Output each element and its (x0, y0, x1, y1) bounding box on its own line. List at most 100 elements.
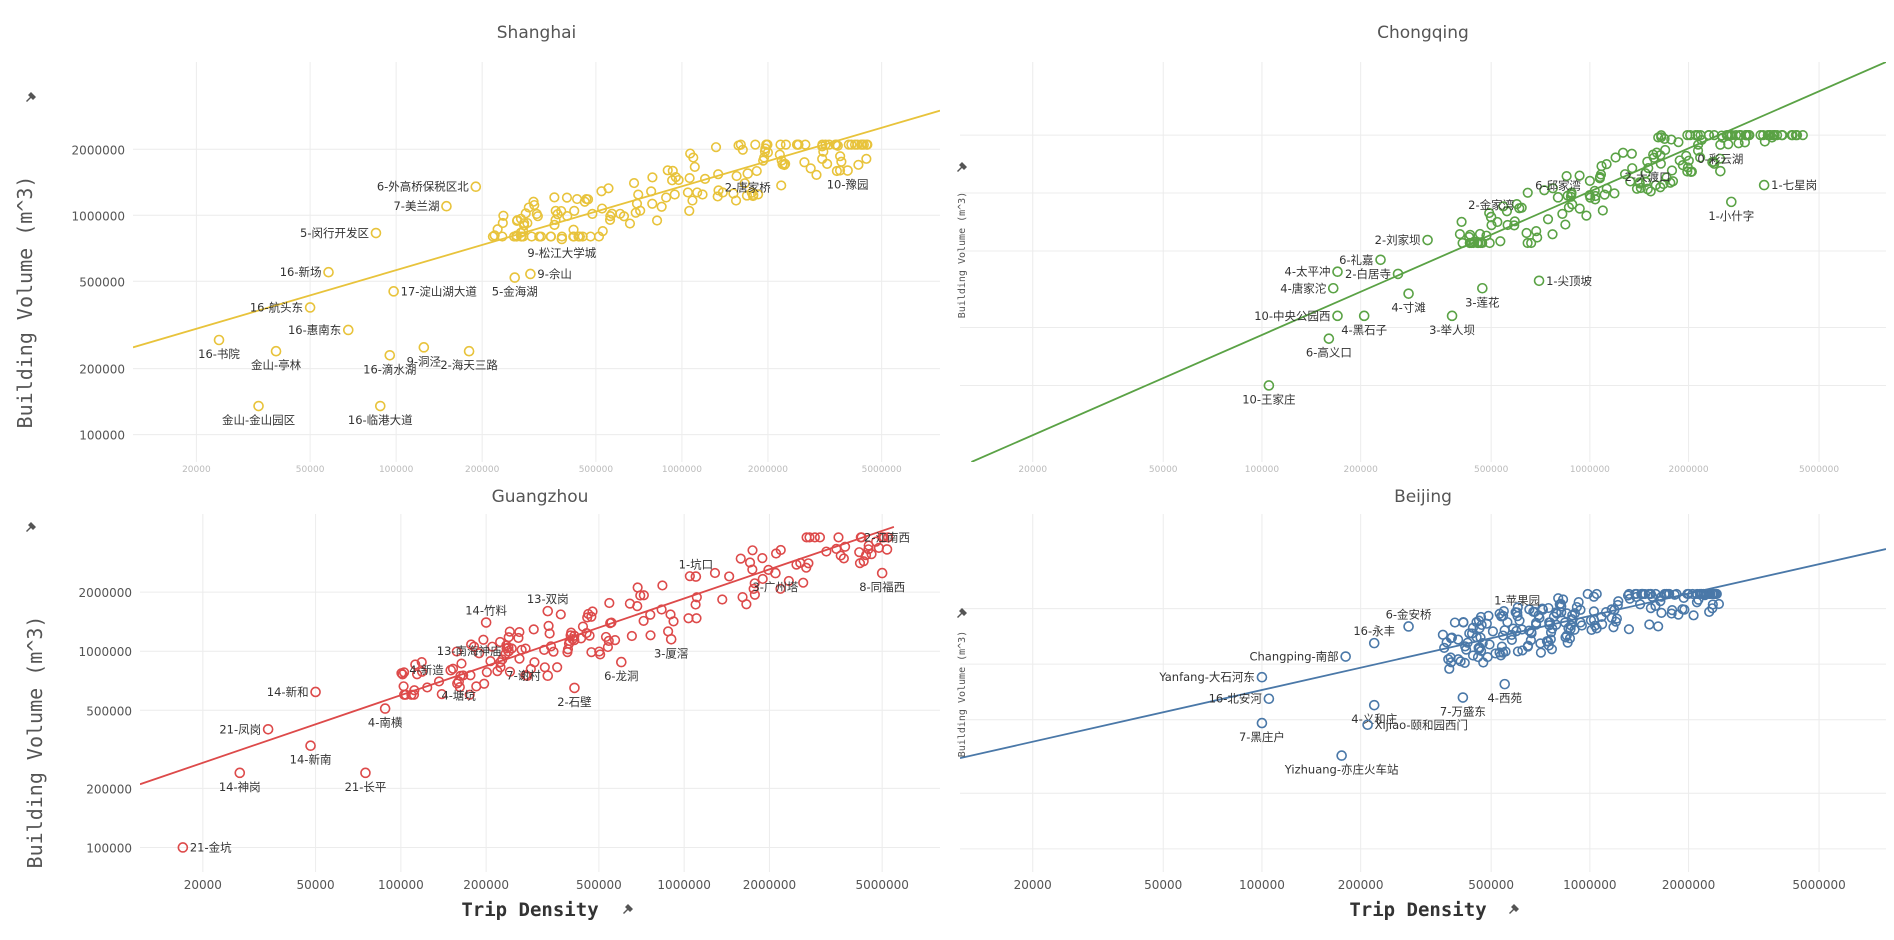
pin-icon[interactable] (26, 92, 36, 102)
data-point (609, 635, 621, 646)
data-point (1596, 161, 1607, 172)
pin-icon[interactable] (623, 904, 633, 914)
data-point (1613, 596, 1624, 607)
data-point (1656, 607, 1667, 619)
data-point (487, 641, 498, 652)
data-point (1571, 601, 1582, 613)
data-point (416, 656, 427, 668)
data-point (1475, 611, 1487, 623)
data-point (1539, 185, 1550, 196)
data-point (661, 192, 672, 203)
y-tick-label: 1000000 (72, 209, 125, 223)
data-point (571, 193, 583, 205)
labeled-data-point (542, 605, 554, 617)
data-point (1591, 588, 1602, 600)
data-point (626, 630, 637, 642)
data-point (1443, 654, 1454, 665)
data-point (585, 231, 596, 242)
data-point (1535, 647, 1547, 658)
data-point (860, 549, 872, 561)
point-annotation: 1-苹果园 (1494, 594, 1540, 608)
data-point (1624, 593, 1635, 604)
point-annotation: 16-北安河 (1209, 692, 1263, 706)
labeled-data-point (470, 181, 482, 193)
data-point (410, 659, 421, 670)
y-axis-title-bottom: Building Volume (m^3) (23, 616, 47, 869)
data-point (1601, 159, 1612, 170)
data-point (1686, 166, 1697, 177)
pin-icon[interactable] (1509, 904, 1519, 914)
data-point (1522, 641, 1533, 652)
labeled-data-point (480, 617, 492, 628)
data-point (684, 172, 695, 184)
data-point (647, 172, 658, 183)
point-annotation: 10-王家庄 (1242, 392, 1295, 406)
x-tick-label: 50000 (296, 878, 334, 892)
data-point (562, 210, 573, 222)
data-point (1494, 647, 1505, 658)
data-point (605, 211, 616, 222)
point-annotation: 21-金坑 (190, 840, 232, 854)
y-tick-label: 200000 (86, 782, 132, 796)
data-point (1472, 237, 1483, 249)
data-point (757, 573, 768, 585)
data-point (791, 559, 802, 570)
point-annotation: 2-唐家桥 (725, 181, 771, 195)
data-point (1667, 176, 1679, 187)
pin-icon[interactable] (26, 522, 36, 532)
data-point (1460, 641, 1471, 652)
fit-line (133, 109, 940, 349)
data-point (520, 643, 531, 654)
data-point (1644, 619, 1655, 630)
labeled-data-point (304, 302, 316, 313)
data-point (1561, 170, 1572, 182)
data-point (1683, 155, 1694, 166)
data-point (464, 689, 475, 700)
data-point (528, 624, 539, 635)
pin-icon[interactable] (957, 162, 967, 172)
point-annotation: 16-航头东 (250, 300, 303, 314)
labeled-data-point (1263, 693, 1275, 705)
x-tick-label: 20000 (182, 465, 211, 475)
pin-icon[interactable] (957, 608, 967, 618)
data-point (668, 616, 679, 627)
labeled-data-point (1642, 183, 1653, 195)
point-annotation: 2-石壁 (557, 695, 591, 709)
data-point (775, 139, 786, 150)
data-point (1567, 199, 1578, 210)
data-point (779, 159, 790, 171)
data-point (1529, 606, 1540, 618)
x-tick-label: 2000000 (743, 878, 796, 892)
data-point (1627, 163, 1638, 174)
data-point (498, 210, 509, 221)
data-point (582, 612, 593, 623)
labeled-data-point (616, 656, 627, 668)
data-point (1455, 656, 1466, 667)
data-point (1474, 642, 1485, 653)
panel-shanghai: Shanghai 20000 50000 100000 200000 500000 1000… (72, 23, 940, 475)
labeled-data-point (1362, 719, 1373, 731)
data-point (1707, 603, 1718, 614)
data-point (1584, 175, 1595, 186)
data-point (667, 175, 678, 186)
data-point (548, 646, 559, 657)
data-point (1512, 646, 1524, 657)
point-annotation: 4-太平冲 (1285, 265, 1331, 279)
data-point (861, 153, 872, 164)
data-point (1458, 617, 1469, 628)
data-point (1758, 130, 1769, 141)
x-tick-label: 2000000 (1669, 465, 1709, 475)
data-point (1648, 149, 1659, 160)
data-point (1673, 137, 1684, 148)
point-annotation: 0-彩云湖 (1697, 152, 1743, 166)
data-point (466, 639, 477, 650)
data-point (697, 189, 708, 200)
labeled-data-point (1726, 196, 1737, 208)
data-point (503, 642, 514, 653)
x-tick-label: 1000000 (1570, 465, 1610, 475)
data-point (1772, 130, 1783, 141)
data-point (1631, 183, 1643, 194)
data-point (487, 231, 499, 242)
data-point (514, 626, 525, 638)
data-point (1611, 613, 1622, 624)
